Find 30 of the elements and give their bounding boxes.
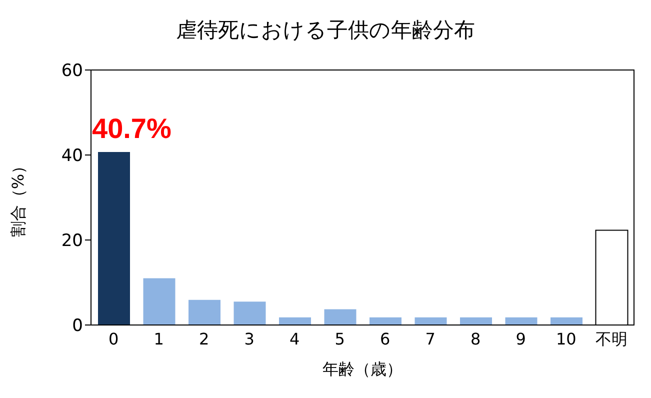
x-tick-label: 7 (425, 329, 436, 348)
y-axis-title: 割合（%） (8, 158, 28, 238)
bar (98, 152, 130, 325)
bar (505, 317, 538, 325)
y-tick-label: 40 (61, 146, 83, 166)
x-tick-label: 不明 (595, 329, 628, 348)
bar (188, 300, 220, 325)
y-tick-label: 60 (61, 61, 83, 82)
y-tick-label: 20 (61, 231, 83, 252)
bar (324, 309, 356, 325)
data-label: 40.7% (92, 113, 172, 144)
x-axis-title: 年齢（歳） (322, 359, 402, 378)
x-tick-label: 6 (380, 329, 390, 348)
x-tick-label: 8 (470, 329, 481, 348)
x-tick-label: 2 (199, 329, 210, 348)
bar (234, 302, 266, 325)
x-tick-label: 9 (516, 329, 526, 348)
x-tick-label: 0 (108, 329, 119, 348)
bar (414, 317, 447, 325)
bar (279, 317, 311, 325)
bar (370, 317, 402, 325)
bar (550, 317, 582, 325)
bar (460, 317, 492, 325)
x-tick-label: 1 (154, 329, 164, 348)
x-tick-label: 10 (556, 329, 576, 348)
bar (143, 278, 176, 325)
x-tick-label: 4 (290, 329, 300, 348)
x-tick-label: 5 (334, 329, 345, 348)
chart-title: 虐待死における子供の年齢分布 (175, 17, 476, 44)
x-tick-label: 3 (244, 329, 254, 348)
